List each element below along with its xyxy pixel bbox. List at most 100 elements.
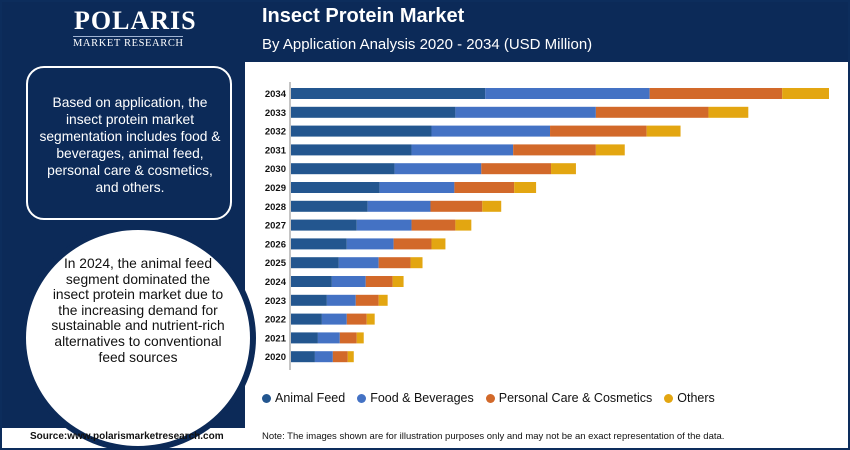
- bar-segment: [346, 313, 367, 325]
- bar-segment: [378, 294, 388, 306]
- bar-segment: [291, 276, 332, 287]
- bar-segment: [291, 163, 395, 175]
- y-tick-label: 2023: [265, 296, 286, 307]
- bar-segment: [595, 106, 709, 118]
- legend-item-personal-care: Personal Care & Cosmetics: [485, 391, 653, 405]
- bar-segment: [378, 257, 411, 269]
- bar-segment: [481, 163, 552, 175]
- bar-segment: [431, 125, 551, 137]
- bar-segment: [455, 106, 596, 118]
- y-tick-label: 2028: [265, 202, 286, 213]
- bar-segment: [411, 219, 456, 231]
- bar-segment: [367, 200, 431, 212]
- logo-wordmark: POLARIS: [74, 6, 197, 35]
- bar-segment: [291, 351, 315, 363]
- y-tick-label: 2034: [265, 89, 287, 100]
- bar-segment: [551, 163, 576, 175]
- bar-segment: [291, 257, 339, 269]
- bar-segment: [331, 276, 366, 287]
- bar-segment: [646, 125, 681, 137]
- bar-segment: [482, 200, 502, 212]
- bar-segment: [393, 238, 432, 250]
- legend-label: Others: [677, 391, 715, 405]
- logo-subtitle: MARKET RESEARCH: [73, 38, 184, 49]
- bar-segment: [291, 238, 347, 250]
- bar-segment: [291, 125, 432, 137]
- highlight-circle-text: In 2024, the animal feed segment dominat…: [51, 256, 225, 365]
- bar-segment: [291, 332, 318, 344]
- bar-segment: [356, 219, 412, 231]
- bar-segment: [550, 125, 647, 137]
- source-credit: Source:www.polarismarketresearch.com: [30, 431, 224, 442]
- info-box: Based on application, the insect protein…: [26, 66, 232, 220]
- bar-segment: [291, 144, 412, 156]
- bar-segment: [332, 351, 348, 363]
- bar-segment: [366, 313, 375, 325]
- legend-dot-others: [664, 393, 674, 403]
- bar-segment: [513, 144, 596, 156]
- legend-dot-personal-care: [485, 393, 495, 403]
- bar-segment: [291, 219, 357, 231]
- y-tick-label: 2022: [265, 315, 286, 326]
- legend-label: Food & Beverages: [370, 391, 474, 405]
- legend-item-animal-feed: Animal Feed: [262, 391, 345, 405]
- legend-dot-food-beverages: [357, 393, 367, 403]
- bar-segment: [365, 276, 393, 287]
- stacked-bar-chart: 2034 2033 2032 2031 2030 2029 2028 2027 2026 2025…: [265, 82, 829, 370]
- bar-segment: [649, 88, 783, 99]
- bar-segment: [326, 294, 356, 306]
- bar-segment: [392, 276, 404, 287]
- bar-segment: [431, 238, 446, 250]
- chart-subtitle: By Application Analysis 2020 - 2034 (USD…: [262, 36, 593, 53]
- disclaimer-note: Note: The images shown are for illustrat…: [262, 431, 725, 442]
- legend-item-food-beverages: Food & Beverages: [357, 391, 474, 405]
- bar-segment: [291, 182, 380, 193]
- bar-segment: [291, 294, 327, 306]
- y-tick-label: 2021: [265, 333, 287, 344]
- bar-segment: [347, 351, 354, 363]
- bar-segment: [291, 313, 322, 325]
- info-box-text: Based on application, the insect protein…: [39, 95, 221, 195]
- bar-segment: [314, 351, 333, 363]
- legend-item-others: Others: [664, 391, 715, 405]
- logo-divider: [73, 36, 183, 37]
- bar-segment: [317, 332, 340, 344]
- chart-legend: Animal Feed Food & Beverages Personal Ca…: [262, 390, 727, 406]
- bar-segment: [411, 144, 514, 156]
- bar-segment: [346, 238, 394, 250]
- y-tick-label: 2033: [265, 108, 286, 119]
- legend-label: Animal Feed: [275, 391, 346, 405]
- y-tick-label: 2031: [265, 145, 287, 156]
- bar-segment: [430, 200, 483, 212]
- legend-dot-animal-feed: [262, 393, 271, 403]
- bar-segment: [338, 257, 379, 269]
- bar-segment: [339, 332, 357, 344]
- bar-segment: [454, 182, 515, 193]
- header-bar: [2, 2, 848, 62]
- y-tick-label: 2020: [265, 352, 286, 363]
- bar-segment: [410, 257, 423, 269]
- bar-segment: [455, 219, 472, 231]
- bar-segment: [291, 106, 456, 118]
- y-tick-label: 2026: [265, 239, 286, 250]
- bar-segment: [394, 163, 482, 175]
- y-tick-label: 2029: [265, 183, 286, 194]
- chart-title: Insect Protein Market: [262, 5, 465, 27]
- y-tick-label: 2024: [265, 277, 287, 288]
- y-tick-label: 2027: [265, 221, 286, 232]
- bar-segment: [514, 182, 537, 193]
- bar-segment: [595, 144, 625, 156]
- bar-segment: [356, 332, 364, 344]
- bar-segment: [291, 88, 486, 99]
- bar-segment: [708, 106, 749, 118]
- y-tick-label: 2032: [265, 127, 286, 138]
- legend-label: Personal Care & Cosmetics: [498, 391, 653, 405]
- bar-segment: [782, 88, 829, 99]
- bar-segment: [291, 200, 368, 212]
- bar-segment: [321, 313, 347, 325]
- bar-segment: [379, 182, 455, 193]
- bar-segment: [485, 88, 650, 99]
- y-tick-label: 2030: [265, 164, 286, 175]
- y-tick-label: 2025: [265, 258, 287, 269]
